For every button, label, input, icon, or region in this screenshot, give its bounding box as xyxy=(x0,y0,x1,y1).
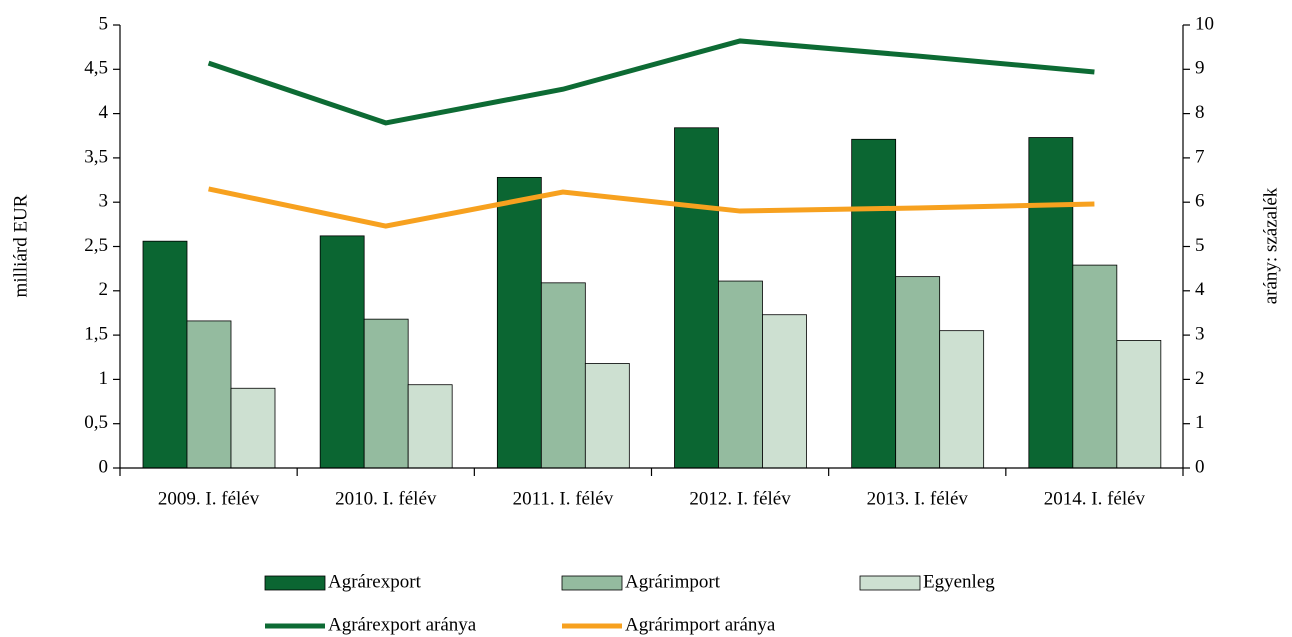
bar xyxy=(496,176,542,469)
y2-axis-label: arány: százalék xyxy=(1260,187,1281,304)
bar xyxy=(230,387,276,469)
y2-tick-label: 6 xyxy=(1195,191,1205,212)
line xyxy=(208,186,1095,229)
y2-tick-label: 5 xyxy=(1195,235,1205,256)
legend-swatch xyxy=(561,575,623,591)
legend-label: Agrárimport xyxy=(625,571,721,592)
y-tick-label: 0,5 xyxy=(84,412,108,433)
x-tick-label: 2012. I. félév xyxy=(689,488,791,509)
y2-tick-label: 3 xyxy=(1195,323,1205,344)
bar xyxy=(895,276,941,469)
y2-tick-label: 0 xyxy=(1195,456,1205,477)
y2-tick-label: 4 xyxy=(1195,279,1205,300)
legend-label: Agrárimport aránya xyxy=(625,614,776,635)
bar xyxy=(1028,137,1074,469)
bar xyxy=(674,127,719,469)
legend-swatch xyxy=(264,575,326,591)
y-tick-label: 2,5 xyxy=(84,235,108,256)
y2-tick-label: 9 xyxy=(1195,58,1205,79)
x-tick-label: 2010. I. félév xyxy=(335,488,437,509)
y-tick-label: 3,5 xyxy=(84,146,108,167)
bar xyxy=(407,384,453,469)
bar xyxy=(939,330,985,469)
bar xyxy=(584,363,630,469)
y-tick-label: 2 xyxy=(99,279,109,300)
y-tick-label: 4 xyxy=(99,102,109,123)
y-tick-label: 0 xyxy=(99,456,109,477)
y2-tick-label: 2 xyxy=(1195,368,1205,389)
y-tick-label: 1,5 xyxy=(84,323,108,344)
legend-label: Agrárexport xyxy=(328,571,422,592)
x-tick-label: 2013. I. félév xyxy=(867,488,969,509)
bar xyxy=(1072,264,1118,469)
y2-tick-label: 10 xyxy=(1195,13,1214,34)
y2-tick-label: 8 xyxy=(1195,102,1205,123)
y-tick-label: 1 xyxy=(99,368,109,389)
legend-swatch xyxy=(859,575,921,591)
y-axis-label: milliárd EUR xyxy=(10,194,31,297)
bar xyxy=(363,318,409,469)
bar xyxy=(319,235,365,469)
bar xyxy=(762,314,807,469)
x-tick-label: 2014. I. félév xyxy=(1044,488,1146,509)
bar xyxy=(540,282,586,469)
bar xyxy=(1116,340,1162,469)
x-tick-label: 2011. I. félév xyxy=(513,488,614,509)
bar xyxy=(142,240,188,469)
bar xyxy=(718,280,763,469)
bar xyxy=(186,320,232,469)
y2-tick-label: 7 xyxy=(1195,146,1205,167)
line xyxy=(207,38,1095,126)
bar xyxy=(851,138,897,469)
legend-label: Agrárexport aránya xyxy=(328,614,477,635)
x-tick-label: 2009. I. félév xyxy=(158,488,260,509)
y-tick-label: 3 xyxy=(99,191,109,212)
y-tick-label: 5 xyxy=(99,13,109,34)
y-tick-label: 4,5 xyxy=(84,58,108,79)
legend-label: Egyenleg xyxy=(923,571,995,592)
y2-tick-label: 1 xyxy=(1195,412,1205,433)
